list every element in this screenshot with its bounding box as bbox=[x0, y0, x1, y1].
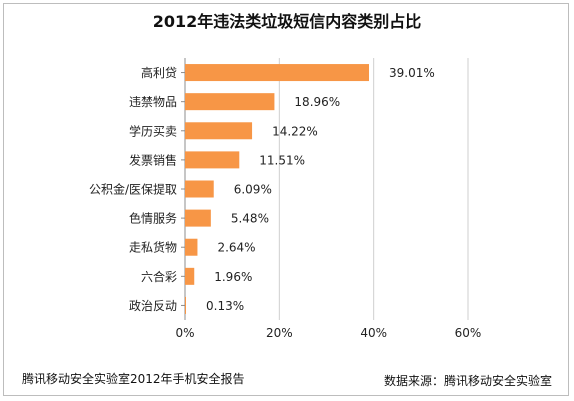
report-source: 腾讯移动安全实验室2012年手机安全报告 bbox=[22, 372, 245, 386]
bar bbox=[185, 296, 186, 314]
category-label: 发票销售 bbox=[129, 152, 177, 167]
x-tick-labels: 0% 20% 40% 60% bbox=[175, 326, 481, 340]
bar bbox=[185, 267, 195, 285]
bar bbox=[185, 180, 214, 198]
category-label: 违禁物品 bbox=[129, 95, 177, 109]
data-label: 1.96% bbox=[214, 270, 252, 284]
category-label: 公积金/医保提取 bbox=[89, 182, 177, 197]
value-labels: 39.01% 18.96% 14.22% 11.51% 6.09% 5.48% 2.64% 1… bbox=[206, 66, 435, 313]
category-label: 学历买卖 bbox=[129, 123, 177, 138]
data-label: 0.13% bbox=[206, 299, 244, 313]
category-label: 六合彩 bbox=[141, 269, 177, 284]
category-label: 政治反动 bbox=[129, 299, 177, 313]
bars bbox=[185, 64, 369, 314]
bar bbox=[185, 238, 198, 256]
data-source: 数据来源：腾讯移动安全实验室 bbox=[383, 374, 552, 388]
category-label: 高利贷 bbox=[141, 65, 177, 80]
data-label: 18.96% bbox=[294, 95, 340, 109]
data-label: 5.48% bbox=[231, 212, 269, 226]
x-tick-label: 20% bbox=[266, 326, 293, 340]
category-label: 走私货物 bbox=[129, 240, 177, 255]
bar bbox=[185, 93, 275, 111]
data-label: 14.22% bbox=[272, 124, 318, 138]
bar bbox=[185, 151, 240, 169]
data-label: 39.01% bbox=[389, 66, 435, 80]
data-label: 6.09% bbox=[234, 183, 272, 197]
bar bbox=[185, 209, 211, 227]
chart-title: 2012年违法类垃圾短信内容类别占比 bbox=[152, 12, 422, 31]
category-label: 色情服务 bbox=[129, 211, 177, 226]
data-label: 11.51% bbox=[259, 153, 305, 167]
bar bbox=[185, 64, 369, 82]
bar bbox=[185, 122, 253, 140]
x-tick-label: 60% bbox=[455, 326, 482, 340]
data-label: 2.64% bbox=[217, 241, 255, 255]
x-tick-label: 40% bbox=[360, 326, 387, 340]
x-tick-label: 0% bbox=[175, 326, 194, 340]
